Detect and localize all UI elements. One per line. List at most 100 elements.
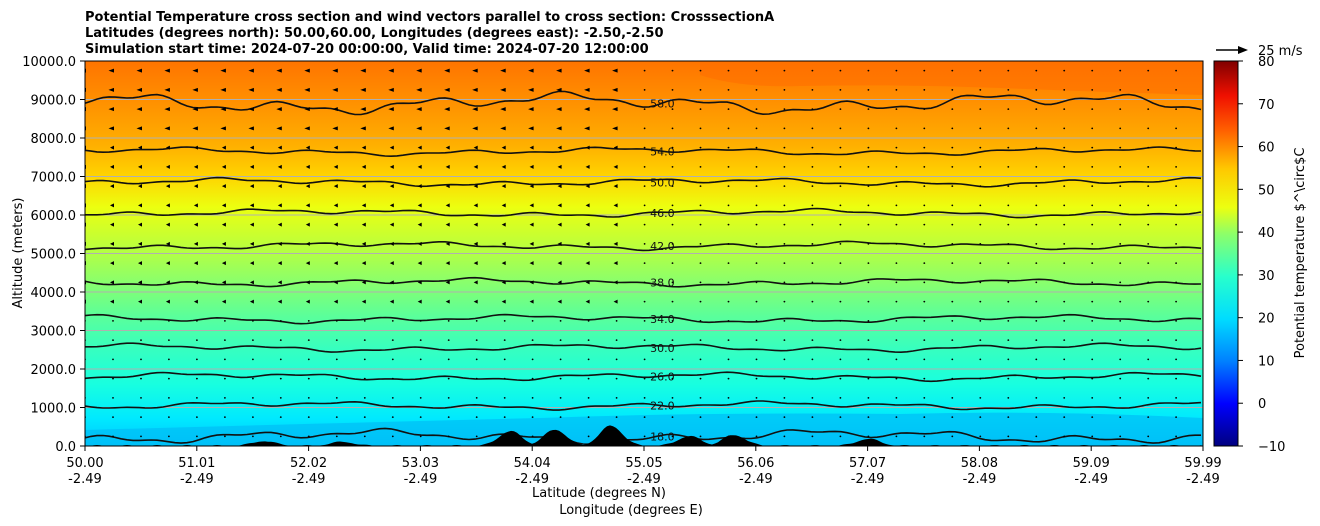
title-line-1: Potential Temperature cross section and … <box>85 10 774 25</box>
wind-vector <box>615 358 618 361</box>
wind-vector <box>419 377 422 380</box>
wind-vector <box>1119 89 1122 91</box>
wind-vector <box>110 222 114 227</box>
wind-vector <box>755 300 758 303</box>
wind-vector <box>867 377 870 380</box>
wind-vector <box>979 69 982 72</box>
x-tick-longitude: -2.49 <box>404 472 438 487</box>
wind-vector <box>1035 358 1038 361</box>
wind-vector <box>108 68 114 73</box>
wind-vector <box>1007 377 1010 380</box>
wind-vector <box>221 184 226 189</box>
wind-vector <box>252 435 254 438</box>
wind-vector <box>136 68 142 73</box>
wind-vector <box>643 223 646 226</box>
wind-vector <box>361 222 366 227</box>
wind-vector <box>951 339 954 341</box>
wind-vector <box>1119 166 1122 168</box>
wind-vector <box>951 166 954 168</box>
wind-vector <box>783 397 786 399</box>
y-tick-label: 4000.0 <box>31 286 77 301</box>
wind-vector <box>755 185 758 188</box>
wind-vector <box>727 416 730 418</box>
wind-vector <box>248 87 254 92</box>
wind-vector <box>473 241 478 246</box>
wind-vector <box>1119 262 1122 264</box>
wind-vector <box>895 339 898 341</box>
wind-vector <box>811 397 814 399</box>
wind-vector <box>615 416 618 418</box>
wind-vector <box>867 300 870 303</box>
wind-vector <box>1119 69 1122 72</box>
wind-vector <box>895 223 898 226</box>
x-tick-latitude: 59.09 <box>1073 456 1110 471</box>
wind-vector <box>1119 435 1122 438</box>
wind-vector <box>643 127 646 130</box>
wind-vector <box>699 262 702 264</box>
wind-vector <box>361 184 366 189</box>
wind-vector <box>1175 281 1177 284</box>
wind-vector <box>1091 281 1094 284</box>
wind-vector <box>895 204 898 207</box>
wind-vector <box>585 222 590 227</box>
x-tick-latitude: 51.01 <box>178 456 215 471</box>
wind-vector <box>811 243 814 245</box>
wind-vector <box>867 397 870 399</box>
wind-vector <box>1007 262 1010 264</box>
wind-vector <box>110 241 114 246</box>
wind-vector <box>587 435 590 438</box>
wind-vector <box>839 339 842 341</box>
wind-vector <box>671 89 674 91</box>
wind-vector <box>584 126 590 131</box>
wind-reference: 25 m/s <box>1216 44 1303 59</box>
wind-vector <box>1063 243 1066 245</box>
wind-vector <box>923 146 926 149</box>
wind-vector <box>783 435 786 438</box>
wind-vector <box>419 320 422 322</box>
wind-vector <box>895 397 898 399</box>
wind-vector <box>615 397 618 399</box>
wind-vector <box>755 223 758 226</box>
title-line-2: Latitudes (degrees north): 50.00,60.00, … <box>85 26 664 41</box>
wind-vector <box>559 358 562 361</box>
wind-vector <box>699 89 702 91</box>
wind-vector <box>587 416 590 418</box>
wind-vector <box>279 435 282 438</box>
wind-vector <box>699 223 702 226</box>
wind-vector <box>501 164 506 169</box>
wind-vector <box>416 126 422 131</box>
wind-vector <box>951 89 954 91</box>
wind-vector <box>528 126 534 131</box>
wind-vector <box>1175 339 1177 341</box>
wind-vector <box>867 435 870 438</box>
wind-vector <box>279 358 282 361</box>
wind-vector <box>1175 358 1177 361</box>
wind-vector <box>923 358 926 361</box>
wind-vector <box>192 126 198 131</box>
wind-vector <box>389 261 394 266</box>
wind-vector <box>699 69 702 72</box>
wind-vector <box>1063 204 1066 207</box>
wind-vector <box>613 222 618 227</box>
wind-vector <box>1063 89 1066 91</box>
wind-vector <box>388 126 394 131</box>
wind-vector <box>305 184 310 189</box>
wind-vector <box>671 185 674 188</box>
wind-vector <box>529 164 534 169</box>
wind-vector <box>643 416 646 418</box>
wind-vector <box>277 164 282 169</box>
wind-vector <box>951 185 954 188</box>
wind-vector <box>895 358 898 361</box>
wind-vector <box>755 397 758 399</box>
wind-vector <box>503 397 506 399</box>
wind-vector <box>811 339 814 341</box>
wind-vector <box>417 280 422 285</box>
wind-vector <box>1119 339 1122 341</box>
wind-vector <box>755 377 758 380</box>
wind-vector <box>1175 435 1177 438</box>
wind-vector <box>1035 339 1038 341</box>
contour-line <box>85 313 1202 325</box>
wind-vector <box>221 299 226 304</box>
wind-vector <box>249 299 254 304</box>
wind-vector <box>727 358 730 361</box>
